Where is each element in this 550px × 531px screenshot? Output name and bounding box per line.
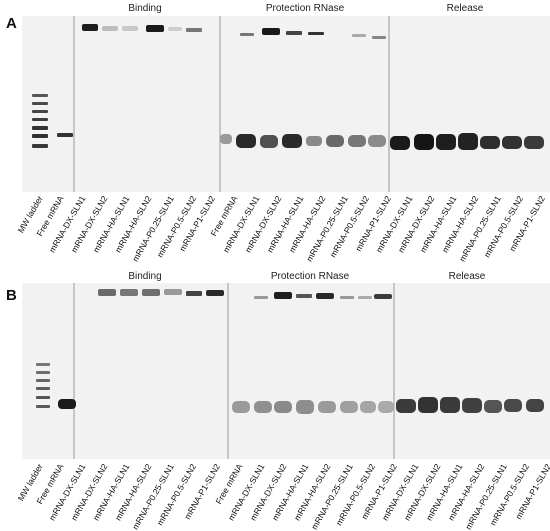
mw-ladder-bands [32,94,48,148]
section-title-binding-b: Binding [128,271,162,282]
section-title-release-b: Release [448,271,486,282]
panel-letter-a: A [6,15,17,32]
section-title-release-a: Release [446,3,484,14]
binding-well-bands [98,289,224,296]
section-title-protection-b: Protection RNase [270,271,350,282]
section-title-binding-a: Binding [128,3,162,14]
release-bands [396,397,544,413]
gel-image-a [32,16,544,192]
mw-ladder-bands [36,363,50,408]
protection-main-bands [220,134,386,148]
free-mrna-band [57,133,73,137]
panel-letter-b: B [6,287,17,304]
gel-panel-b [22,283,550,459]
protection-main-bands [232,400,394,414]
protection-well-bands [254,292,392,299]
section-title-protection-a: Protection RNase [265,3,345,14]
protection-well-bands [240,28,386,39]
release-bands [390,133,544,150]
binding-well-bands [82,24,202,32]
gel-panel-a [22,16,550,192]
gel-image-b [36,283,544,459]
free-mrna-band [58,399,76,409]
